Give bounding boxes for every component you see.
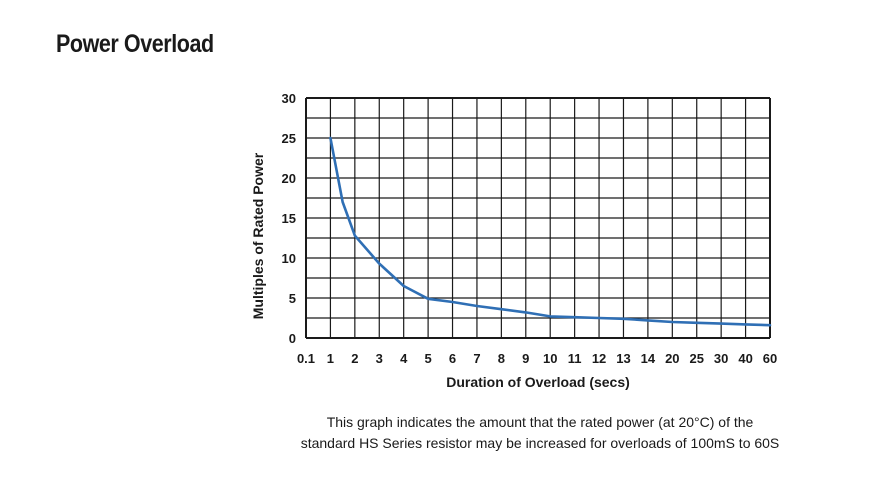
x-tick-label: 13	[616, 351, 630, 366]
y-tick-label: 10	[282, 251, 296, 266]
x-tick-label: 14	[641, 351, 656, 366]
x-tick-label: 30	[714, 351, 728, 366]
x-tick-label: 0.1	[297, 351, 315, 366]
x-tick-label: 5	[424, 351, 431, 366]
y-tick-label: 0	[289, 331, 296, 346]
chart-caption-line-2: standard HS Series resistor may be incre…	[300, 435, 780, 451]
x-tick-label: 3	[376, 351, 383, 366]
x-tick-label: 8	[498, 351, 505, 366]
y-axis-title: Multiples of Rated Power	[250, 152, 266, 319]
x-tick-label: 9	[522, 351, 529, 366]
y-tick-label: 20	[282, 171, 296, 186]
x-tick-label: 4	[400, 351, 408, 366]
chart-series	[329, 136, 772, 327]
x-tick-label: 25	[690, 351, 704, 366]
x-tick-label: 11	[568, 351, 582, 366]
x-tick-label: 1	[327, 351, 334, 366]
y-tick-label: 25	[282, 131, 296, 146]
chart-grid	[305, 97, 771, 339]
y-tick-label: 5	[289, 291, 296, 306]
y-tick-label: 15	[282, 211, 296, 226]
x-tick-label: 40	[738, 351, 752, 366]
x-tick-label: 6	[449, 351, 456, 366]
y-tick-label: 30	[282, 91, 296, 106]
chart-caption-line-1: This graph indicates the amount that the…	[326, 414, 754, 430]
x-tick-label: 7	[473, 351, 480, 366]
x-axis-title: Duration of Overload (secs)	[446, 374, 630, 390]
x-tick-label: 20	[665, 351, 679, 366]
x-tick-label: 60	[763, 351, 777, 366]
x-tick-label: 12	[592, 351, 606, 366]
x-tick-label: 2	[351, 351, 358, 366]
page-title: Power Overload	[56, 30, 214, 58]
series-line	[329, 136, 772, 327]
x-tick-label: 10	[543, 351, 557, 366]
